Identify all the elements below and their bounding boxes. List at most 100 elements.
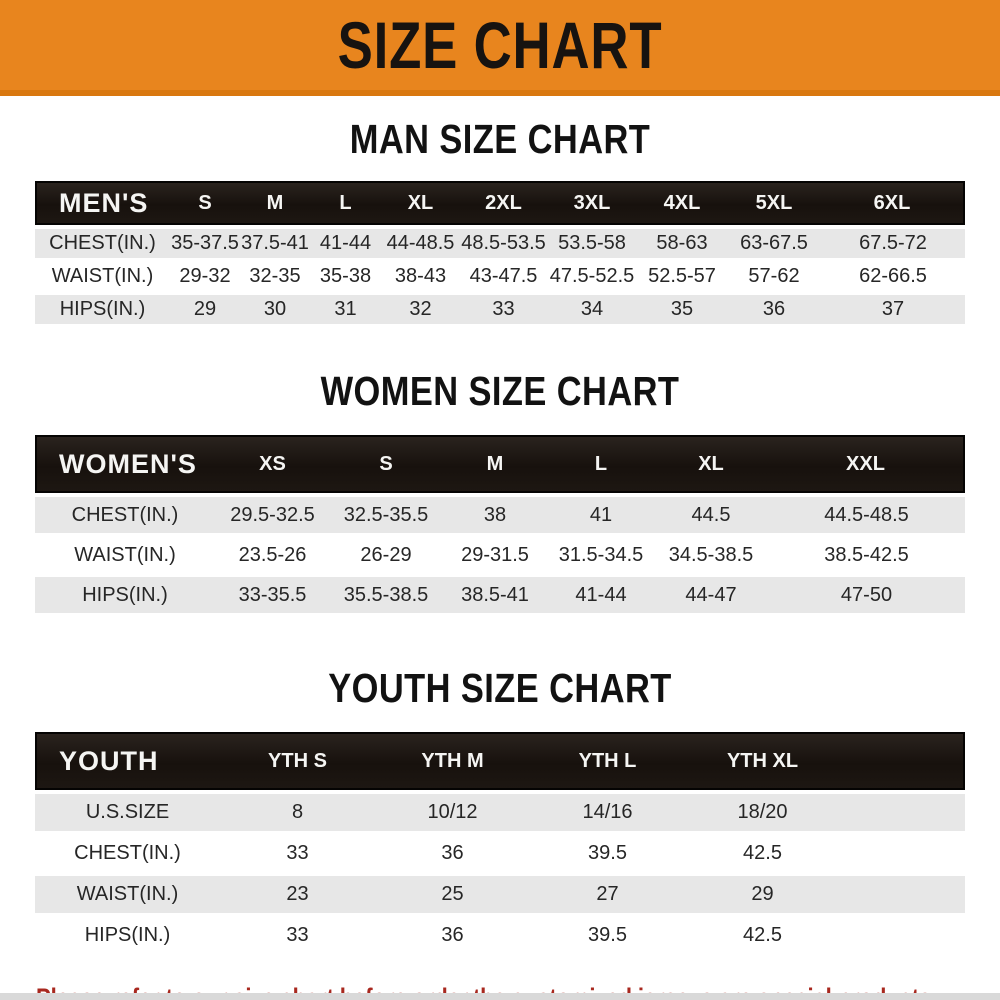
size-column-header: L <box>310 181 381 225</box>
size-value-cell: 38.5-42.5 <box>768 537 965 573</box>
size-value-cell: 29-32 <box>170 262 240 291</box>
size-value-cell: 35.5-38.5 <box>330 577 442 613</box>
size-column-header: YTH L <box>530 732 685 790</box>
measure-label-cell: U.S.SIZE <box>35 794 220 831</box>
size-value-cell: 38 <box>442 497 548 533</box>
size-column-header: YTH M <box>375 732 530 790</box>
size-value-cell: 30 <box>240 295 310 324</box>
size-value-cell: 41-44 <box>548 577 654 613</box>
size-value-cell: 44.5-48.5 <box>768 497 965 533</box>
size-column-header: 3XL <box>547 181 637 225</box>
size-value-cell: 8 <box>220 794 375 831</box>
size-value-cell: 33-35.5 <box>215 577 330 613</box>
size-value-cell: 32.5-35.5 <box>330 497 442 533</box>
size-column-header: L <box>548 435 654 493</box>
size-value-cell: 33 <box>460 295 547 324</box>
table-row: WAIST(IN.) 29-32 32-35 35-38 38-43 43-47.5 47.… <box>35 262 965 291</box>
women-size-section: WOMEN SIZE CHART WOMEN'S XS S M L XL XXL CHEST(… <box>0 328 1000 617</box>
size-column-header: YTH S <box>220 732 375 790</box>
size-value-cell: 52.5-57 <box>637 262 727 291</box>
measure-label-cell: HIPS(IN.) <box>35 577 215 613</box>
size-value-cell: 38.5-41 <box>442 577 548 613</box>
row-spacer-cell <box>840 794 965 831</box>
size-value-cell: 10/12 <box>375 794 530 831</box>
size-column-header: S <box>330 435 442 493</box>
size-column-header: 5XL <box>727 181 821 225</box>
size-value-cell: 37 <box>821 295 965 324</box>
size-value-cell: 35 <box>637 295 727 324</box>
size-value-cell: 67.5-72 <box>821 229 965 258</box>
group-label: MEN'S <box>35 181 170 225</box>
group-label: WOMEN'S <box>35 435 215 493</box>
men-size-section: MAN SIZE CHART MEN'S S M L XL 2XL 3XL 4XL 5XL 6XL… <box>0 96 1000 328</box>
size-value-cell: 36 <box>375 835 530 872</box>
table-header-row: YOUTH YTH S YTH M YTH L YTH XL <box>35 732 965 790</box>
men-section-heading: MAN SIZE CHART <box>349 116 651 162</box>
size-value-cell: 27 <box>530 876 685 913</box>
size-value-cell: 29 <box>170 295 240 324</box>
size-value-cell: 53.5-58 <box>547 229 637 258</box>
measure-label-cell: WAIST(IN.) <box>35 262 170 291</box>
table-row: HIPS(IN.) 29 30 31 32 33 34 35 36 37 <box>35 295 965 324</box>
bottom-edge-strip <box>0 993 1000 1000</box>
size-column-header: 2XL <box>460 181 547 225</box>
size-value-cell: 26-29 <box>330 537 442 573</box>
size-value-cell: 33 <box>220 917 375 954</box>
header-spacer-cell <box>840 732 965 790</box>
size-value-cell: 14/16 <box>530 794 685 831</box>
banner: SIZE CHART <box>0 0 1000 96</box>
size-value-cell: 62-66.5 <box>821 262 965 291</box>
size-value-cell: 33 <box>220 835 375 872</box>
group-label: YOUTH <box>35 732 220 790</box>
page-title: SIZE CHART <box>337 8 663 82</box>
size-value-cell: 25 <box>375 876 530 913</box>
size-value-cell: 36 <box>727 295 821 324</box>
measure-label-cell: HIPS(IN.) <box>35 917 220 954</box>
measure-label-cell: WAIST(IN.) <box>35 537 215 573</box>
size-value-cell: 44-48.5 <box>381 229 460 258</box>
measure-label-cell: CHEST(IN.) <box>35 835 220 872</box>
size-column-header: M <box>442 435 548 493</box>
size-value-cell: 34 <box>547 295 637 324</box>
size-column-header: 4XL <box>637 181 727 225</box>
womens-size-table: WOMEN'S XS S M L XL XXL CHEST(IN.) 29.5-32.5 32.5… <box>35 431 965 617</box>
measure-label-cell: HIPS(IN.) <box>35 295 170 324</box>
size-value-cell: 44-47 <box>654 577 768 613</box>
size-value-cell: 31.5-34.5 <box>548 537 654 573</box>
measure-label-cell: WAIST(IN.) <box>35 876 220 913</box>
size-column-header: XL <box>654 435 768 493</box>
size-value-cell: 29 <box>685 876 840 913</box>
measure-label-cell: CHEST(IN.) <box>35 229 170 258</box>
size-column-header: XS <box>215 435 330 493</box>
size-value-cell: 44.5 <box>654 497 768 533</box>
size-value-cell: 63-67.5 <box>727 229 821 258</box>
size-value-cell: 32-35 <box>240 262 310 291</box>
measure-label-cell: CHEST(IN.) <box>35 497 215 533</box>
size-value-cell: 39.5 <box>530 835 685 872</box>
table-row: CHEST(IN.) 33 36 39.5 42.5 <box>35 835 965 872</box>
size-column-header: YTH XL <box>685 732 840 790</box>
row-spacer-cell <box>840 917 965 954</box>
youth-section-heading: YOUTH SIZE CHART <box>328 665 672 711</box>
table-row: HIPS(IN.) 33-35.5 35.5-38.5 38.5-41 41-44 44-… <box>35 577 965 613</box>
size-value-cell: 42.5 <box>685 835 840 872</box>
row-spacer-cell <box>840 876 965 913</box>
table-row: WAIST(IN.) 23 25 27 29 <box>35 876 965 913</box>
size-value-cell: 57-62 <box>727 262 821 291</box>
size-value-cell: 37.5-41 <box>240 229 310 258</box>
size-value-cell: 41 <box>548 497 654 533</box>
size-column-header: XXL <box>768 435 965 493</box>
size-value-cell: 58-63 <box>637 229 727 258</box>
table-header-row: WOMEN'S XS S M L XL XXL <box>35 435 965 493</box>
women-section-heading: WOMEN SIZE CHART <box>320 368 680 414</box>
table-row: CHEST(IN.) 29.5-32.5 32.5-35.5 38 41 44.5 44.5… <box>35 497 965 533</box>
size-value-cell: 39.5 <box>530 917 685 954</box>
size-value-cell: 29.5-32.5 <box>215 497 330 533</box>
table-row: CHEST(IN.) 35-37.5 37.5-41 41-44 44-48.5 48.5… <box>35 229 965 258</box>
size-value-cell: 34.5-38.5 <box>654 537 768 573</box>
table-row: HIPS(IN.) 33 36 39.5 42.5 <box>35 917 965 954</box>
size-value-cell: 43-47.5 <box>460 262 547 291</box>
size-value-cell: 48.5-53.5 <box>460 229 547 258</box>
table-header-row: MEN'S S M L XL 2XL 3XL 4XL 5XL 6XL <box>35 181 965 225</box>
size-value-cell: 41-44 <box>310 229 381 258</box>
